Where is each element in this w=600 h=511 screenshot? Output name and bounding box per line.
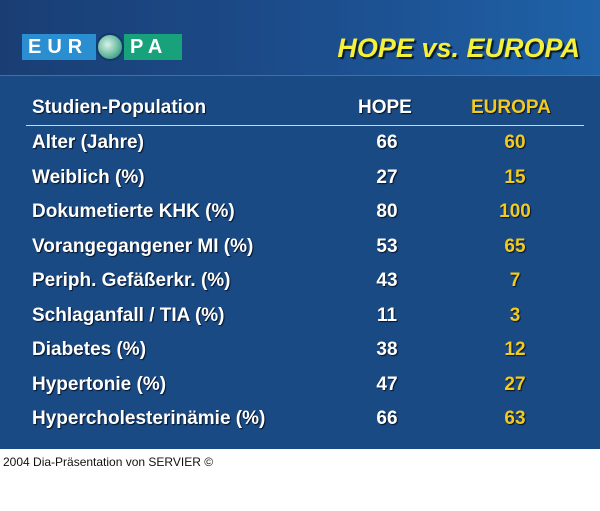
europa-value: 65 <box>504 236 526 257</box>
table-row: Schlaganfall / TIA (%) 11 3 <box>0 305 600 335</box>
table-header: Studien-Population HOPE EUROPA <box>0 97 600 123</box>
europa-value: 27 <box>504 374 526 395</box>
hope-value: 43 <box>376 270 398 291</box>
europa-value: 3 <box>509 305 521 326</box>
europa-logo: EUR PA <box>22 33 182 61</box>
hope-value: 80 <box>376 201 398 222</box>
logo-left-text: EUR <box>22 34 96 60</box>
hope-value: 47 <box>376 374 398 395</box>
hope-value: 27 <box>376 167 398 188</box>
row-label: Vorangegangener MI (%) <box>32 236 254 257</box>
banner: EUR PA HOPE vs. EUROPA <box>0 0 600 76</box>
logo-right-text: PA <box>124 34 182 60</box>
europa-value: 15 <box>504 167 526 188</box>
table-row: Alter (Jahre) 66 60 <box>0 132 600 162</box>
row-label: Weiblich (%) <box>32 167 145 188</box>
hope-value: 38 <box>376 339 398 360</box>
table-row: Hypercholesterinämie (%) 66 63 <box>0 408 600 438</box>
hope-value: 66 <box>376 408 398 429</box>
table-row: Periph. Gefäßerkr. (%) 43 7 <box>0 270 600 300</box>
hope-value: 11 <box>376 305 398 326</box>
row-label: Dokumetierte KHK (%) <box>32 201 235 222</box>
row-label: Hypertonie (%) <box>32 374 167 395</box>
slide-title: HOPE vs. EUROPA <box>337 33 580 63</box>
europa-value: 60 <box>504 132 526 153</box>
copyright-footer: 2004 Dia-Präsentation von SERVIER © <box>3 455 214 469</box>
row-label: Schlaganfall / TIA (%) <box>32 305 225 326</box>
row-label: Hypercholesterinämie (%) <box>32 408 266 429</box>
slide: EUR PA HOPE vs. EUROPA Studien-Populatio… <box>0 0 600 449</box>
header-divider <box>26 125 584 126</box>
table-row: Dokumetierte KHK (%) 80 100 <box>0 201 600 231</box>
europa-value: 7 <box>509 270 521 291</box>
table-row: Weiblich (%) 27 15 <box>0 167 600 197</box>
table-row: Vorangegangener MI (%) 53 65 <box>0 236 600 266</box>
hope-value: 66 <box>376 132 398 153</box>
header-hope: HOPE <box>358 97 412 118</box>
table-row: Diabetes (%) 38 12 <box>0 339 600 369</box>
europa-value: 63 <box>504 408 526 429</box>
globe-heart-icon <box>96 33 124 61</box>
table-row: Hypertonie (%) 47 27 <box>0 374 600 404</box>
europa-value: 12 <box>504 339 526 360</box>
europa-value: 100 <box>499 201 531 222</box>
header-population: Studien-Population <box>32 97 207 118</box>
row-label: Periph. Gefäßerkr. (%) <box>32 270 231 291</box>
row-label: Alter (Jahre) <box>32 132 144 153</box>
hope-value: 53 <box>376 236 398 257</box>
header-europa: EUROPA <box>471 97 551 118</box>
row-label: Diabetes (%) <box>32 339 147 360</box>
